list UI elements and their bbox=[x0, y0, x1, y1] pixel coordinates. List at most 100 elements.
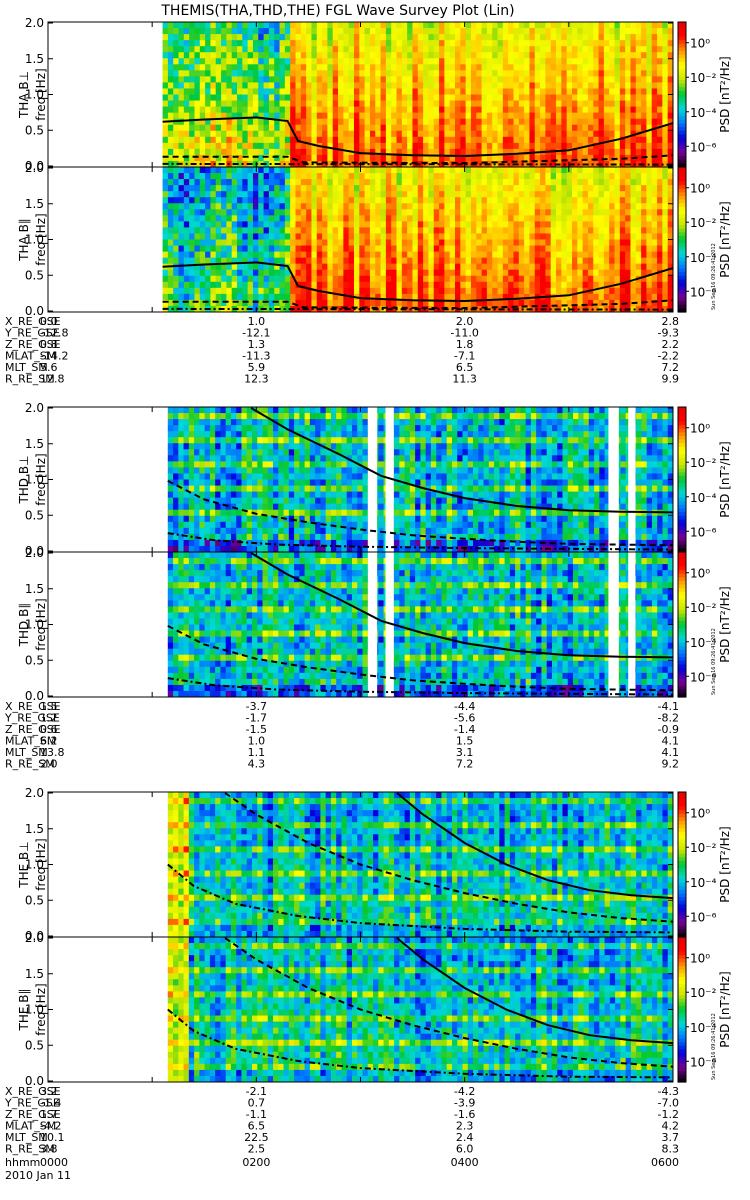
spectrogram-cell bbox=[364, 197, 371, 204]
spectrogram-cell bbox=[380, 88, 387, 96]
spectrogram-cell bbox=[391, 221, 398, 229]
spectrogram-cell bbox=[529, 239, 536, 247]
spectrogram-cell bbox=[657, 173, 663, 180]
spectrogram-cell bbox=[561, 197, 568, 204]
spectrogram-cell bbox=[540, 64, 546, 71]
spectrogram-cell bbox=[162, 148, 169, 156]
spectrogram-cell bbox=[423, 106, 430, 114]
spectrogram-cell bbox=[481, 305, 488, 312]
spectrogram-cell bbox=[316, 281, 323, 289]
spectrogram-cell bbox=[476, 160, 483, 167]
spectrogram-cell bbox=[497, 88, 504, 96]
spectrogram-cell bbox=[455, 34, 461, 41]
spectrogram-cell bbox=[258, 130, 265, 138]
spectrogram-cell bbox=[609, 52, 616, 59]
spectrogram-cell bbox=[353, 299, 360, 307]
spectrogram-cell bbox=[274, 179, 281, 186]
spectrogram-cell bbox=[210, 257, 217, 265]
spectrogram-cell bbox=[609, 118, 616, 126]
spectrogram-cell bbox=[391, 239, 398, 247]
spectrogram-cell bbox=[353, 106, 360, 114]
spectrogram-cell bbox=[231, 28, 238, 35]
spectrogram-cell bbox=[455, 40, 461, 47]
spectrogram-cell bbox=[284, 257, 291, 265]
spectrogram-cell bbox=[593, 124, 600, 132]
spectrogram-cell bbox=[322, 106, 329, 114]
spectrogram-cell bbox=[258, 142, 265, 150]
spectrogram-cell bbox=[455, 100, 461, 108]
spectrogram-cell bbox=[641, 40, 648, 47]
spectrogram-cell bbox=[492, 106, 499, 114]
spectrogram-cell bbox=[593, 263, 600, 271]
spectrogram-cell bbox=[316, 197, 323, 204]
spectrogram-cell bbox=[385, 179, 392, 186]
spectrogram-cell bbox=[237, 22, 243, 29]
spectrogram-cell bbox=[423, 173, 430, 180]
spectrogram-cell bbox=[242, 251, 249, 259]
spectrogram-cell bbox=[417, 179, 424, 186]
spectrogram-cell bbox=[662, 112, 669, 120]
spectrogram-cell bbox=[476, 154, 483, 162]
spectrogram-cell bbox=[300, 52, 307, 59]
spectrogram-cell bbox=[529, 82, 536, 90]
spectrogram-cell bbox=[556, 124, 562, 132]
spectrogram-cell bbox=[226, 191, 233, 198]
ephemeris-value: -11.3 bbox=[242, 350, 270, 363]
spectrogram-cell bbox=[274, 275, 281, 283]
spectrogram-cell bbox=[651, 118, 658, 126]
spectrogram-cell bbox=[412, 281, 419, 289]
spectrogram-cell bbox=[449, 269, 456, 277]
spectrogram-cell bbox=[183, 227, 190, 235]
spectrogram-cell bbox=[598, 299, 605, 307]
spectrogram-cell bbox=[290, 281, 297, 289]
spectrogram-cell bbox=[407, 76, 414, 84]
spectrogram-cell bbox=[635, 245, 642, 253]
spectrogram-cell bbox=[577, 245, 584, 253]
spectrogram-cell bbox=[603, 257, 610, 265]
colorbar-cell bbox=[678, 138, 686, 143]
spectrogram-cell bbox=[423, 148, 430, 156]
spectrogram-cell bbox=[423, 142, 430, 150]
spectrogram-cell bbox=[210, 130, 217, 138]
colorbar-cell bbox=[678, 257, 686, 262]
spectrogram-cell bbox=[502, 257, 509, 265]
spectrogram-cell bbox=[630, 118, 637, 126]
spectrogram-cell bbox=[545, 136, 552, 144]
spectrogram-cell bbox=[630, 76, 637, 84]
spectrogram-cell bbox=[226, 221, 233, 229]
spectrogram-cell bbox=[460, 28, 467, 35]
spectrogram-cell bbox=[582, 227, 589, 235]
spectrogram-cell bbox=[205, 52, 212, 59]
spectrogram-cell bbox=[556, 227, 562, 235]
spectrogram-cell bbox=[534, 263, 541, 271]
spectrogram-cell bbox=[641, 100, 648, 108]
spectrogram-cell bbox=[470, 70, 477, 77]
spectrogram-cell bbox=[263, 185, 270, 192]
spectrogram-cell bbox=[327, 148, 334, 156]
spectrogram-cell bbox=[635, 154, 642, 162]
spectrogram-cell bbox=[380, 136, 387, 144]
spectrogram-cell bbox=[534, 160, 541, 167]
spectrogram-cell bbox=[593, 185, 600, 192]
spectrogram-cell bbox=[625, 287, 632, 295]
spectrogram-cell bbox=[306, 136, 313, 144]
spectrogram-cell bbox=[338, 245, 344, 253]
spectrogram-cell bbox=[449, 233, 456, 241]
spectrogram-cell bbox=[338, 215, 344, 222]
spectrogram-cell bbox=[534, 112, 541, 120]
spectrogram-cell bbox=[237, 257, 243, 265]
spectrogram-cell bbox=[518, 106, 525, 114]
spectrogram-cell bbox=[237, 185, 243, 192]
spectrogram-cell bbox=[199, 491, 206, 499]
solid-curve bbox=[162, 261, 673, 303]
spectrogram-cell bbox=[428, 118, 435, 126]
ephemeris-value: -12.8 bbox=[40, 327, 68, 340]
spectrogram-cell bbox=[391, 173, 398, 180]
spectrogram-cell bbox=[199, 46, 206, 53]
spectrogram-cell bbox=[183, 40, 190, 47]
spectrogram-cell bbox=[221, 221, 227, 229]
spectrogram-cell bbox=[513, 52, 520, 59]
spectrogram-cell bbox=[598, 100, 605, 108]
spectrogram-cell bbox=[657, 263, 663, 271]
spectrogram-cell bbox=[369, 167, 376, 174]
